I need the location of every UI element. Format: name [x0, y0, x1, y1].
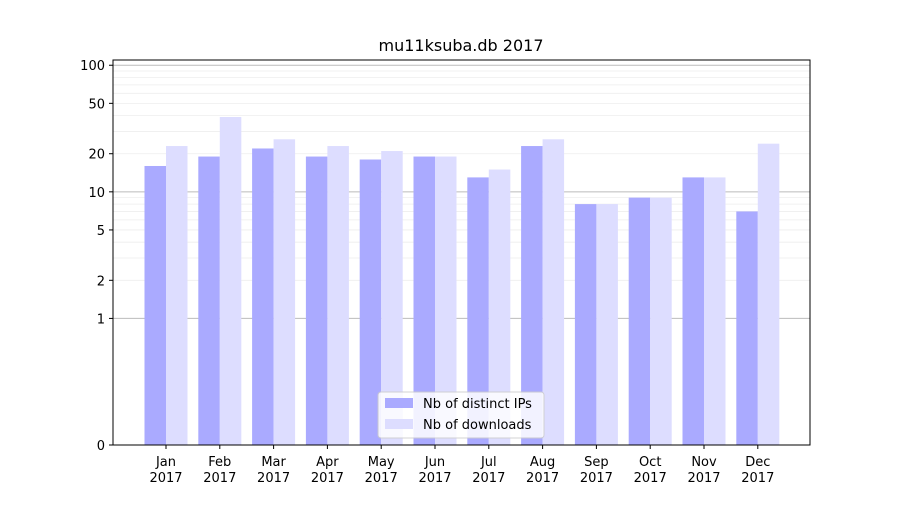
- bar-downloads: [381, 151, 403, 445]
- bar-downloads: [327, 146, 349, 445]
- legend-swatch: [385, 419, 413, 429]
- y-tick-label: 5: [97, 224, 105, 239]
- legend-label: Nb of downloads: [423, 418, 532, 433]
- bar-downloads: [166, 146, 188, 445]
- y-tick-label: 2: [97, 274, 105, 289]
- x-tick-label-month: Apr: [316, 455, 339, 470]
- bar-downloads: [650, 197, 672, 445]
- y-axis: 0 1 2 5 10 20 50 100: [80, 59, 113, 454]
- plot-frame: [112, 59, 811, 446]
- bar-ips: [574, 204, 597, 445]
- bar-ips: [198, 156, 220, 446]
- x-tick-label-month: Sep: [584, 455, 609, 470]
- bar-ips: [736, 211, 758, 445]
- x-tick-label-year: 2017: [149, 471, 182, 486]
- legend-label: Nb of distinct IPs: [423, 397, 532, 412]
- x-tick-label-year: 2017: [472, 471, 505, 486]
- y-tick-label: 100: [80, 59, 105, 74]
- x-tick-label-year: 2017: [257, 471, 290, 486]
- bar-downloads: [273, 139, 296, 445]
- x-tick-label-year: 2017: [365, 471, 398, 486]
- bar-ips: [413, 156, 435, 446]
- x-tick-label-month: Mar: [261, 455, 286, 470]
- x-tick-label-year: 2017: [418, 471, 451, 486]
- x-tick-label-month: Jan: [155, 455, 176, 470]
- bar-ips: [682, 177, 704, 446]
- bar-ips: [252, 148, 274, 445]
- y-tick-label: 20: [88, 148, 105, 163]
- y-tick-label: 0: [97, 439, 105, 454]
- bar-ips: [144, 165, 166, 446]
- bar-ips: [359, 159, 382, 445]
- bar-downloads: [704, 177, 726, 446]
- x-tick-label-year: 2017: [526, 471, 559, 486]
- bar-downloads: [435, 156, 457, 446]
- bars: [144, 117, 780, 446]
- x-tick-label-year: 2017: [203, 471, 236, 486]
- legend-box: [377, 391, 545, 439]
- legend: Nb of distinct IPs Nb of downloads: [377, 391, 545, 439]
- bar-ips: [305, 156, 328, 446]
- x-tick-label-year: 2017: [741, 471, 774, 486]
- x-tick-label-month: Jun: [424, 455, 445, 470]
- y-tick-label: 50: [88, 97, 105, 112]
- x-tick-label-month: Aug: [530, 455, 555, 470]
- x-tick-label-year: 2017: [687, 471, 720, 486]
- x-tick-label-year: 2017: [580, 471, 613, 486]
- x-axis: Jan2017Feb2017Mar2017Apr2017May2017Jun20…: [149, 445, 774, 486]
- chart-title: mu11ksuba.db 2017: [379, 36, 544, 55]
- bar-ips: [467, 177, 489, 446]
- y-tick-label: 10: [88, 186, 105, 201]
- bar-downloads: [757, 143, 780, 445]
- x-tick-label-month: Nov: [691, 455, 717, 470]
- x-tick-label-month: May: [368, 455, 395, 470]
- bar-ips: [521, 146, 543, 445]
- y-tick-label: 1: [97, 312, 105, 327]
- bar-downloads: [488, 169, 511, 445]
- x-tick-label-year: 2017: [634, 471, 667, 486]
- bar-downloads: [596, 204, 618, 445]
- bar-downloads: [219, 117, 242, 446]
- legend-swatch: [385, 398, 413, 408]
- bar-downloads: [542, 139, 565, 445]
- x-tick-label-month: Dec: [745, 455, 770, 470]
- bar-ips: [628, 197, 651, 445]
- x-tick-label-year: 2017: [311, 471, 344, 486]
- x-tick-label-month: Feb: [208, 455, 231, 470]
- x-tick-label-month: Oct: [639, 455, 661, 470]
- x-tick-label-month: Jul: [480, 455, 497, 470]
